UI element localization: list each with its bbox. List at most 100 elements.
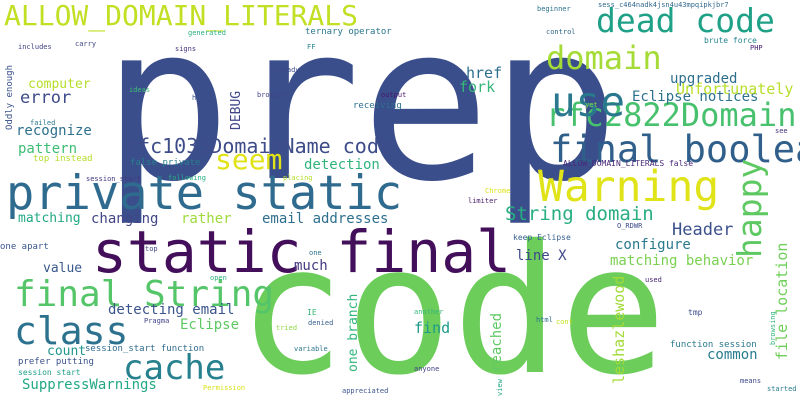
word-beginner: beginner [537, 5, 571, 13]
word-carry: carry [75, 40, 97, 48]
word-matching: matching [18, 211, 81, 226]
word-o-rdwr: O_RDWR [617, 222, 643, 230]
word-yet: yet [585, 101, 598, 109]
word-recognize: recognize [16, 123, 92, 139]
word-value: value [43, 261, 83, 276]
word-prefer-putting: prefer putting [18, 357, 94, 367]
word-changing: changing [91, 211, 159, 227]
word-static-final: static final [92, 218, 512, 286]
word-matching-behavior: matching behavior [610, 253, 754, 269]
word-final-string: final String [14, 274, 275, 315]
word-ff: FF [307, 43, 316, 51]
word-warning: Warning [538, 162, 720, 212]
word-cache: cache [123, 348, 226, 388]
word-generated: generated [188, 29, 226, 37]
word-reached: reached [489, 312, 505, 372]
word-line-x: line X [516, 248, 567, 264]
word-file-location: file location [773, 242, 791, 360]
word-open: open [210, 274, 227, 282]
word-prep: prep [102, 0, 620, 229]
word-upgraded: upgraded [670, 71, 738, 87]
word-tmp: tmp [688, 308, 703, 317]
word-started: started [767, 385, 797, 393]
word-leshazlewood: leshazlewood [610, 275, 628, 384]
word-already: already [270, 66, 300, 74]
word-domain: domain [546, 39, 662, 77]
word-much: much [294, 258, 328, 274]
word-see: see [775, 127, 788, 135]
word-rfc2822domain: rfc2822Domain [546, 96, 797, 134]
word-pattern: pattern [18, 141, 78, 157]
word-email-addresses: email addresses [262, 211, 389, 227]
word-cont: cont [556, 318, 573, 326]
word-top: top [145, 245, 158, 253]
word-control: control [546, 28, 576, 36]
word-detecting-email: detecting email [108, 302, 235, 318]
word-ie: IE [307, 308, 317, 317]
word-includes: includes [18, 43, 52, 51]
word-receiving: receiving [353, 101, 402, 111]
word-allow-domain-literals-false: ALLOW_DOMAIN_LITERALS false [563, 159, 694, 168]
word-ideas: ideas [129, 86, 151, 94]
word-detection: detection [304, 157, 380, 173]
word-session-start-small: session_start [86, 175, 141, 183]
word-find: find [414, 319, 451, 337]
word-signs: signs [175, 45, 197, 53]
word-allow-domain-literals: ALLOW_DOMAIN_LITERALS [4, 0, 359, 32]
word-computer: computer [28, 77, 91, 92]
word-means: means [740, 377, 762, 385]
word-chrome: Chrome [485, 187, 511, 195]
word-limiter: limiter [468, 197, 498, 205]
word-placing: placing [283, 174, 313, 182]
word-suppresswarnings: SuppressWarnings [22, 377, 157, 393]
word-appreciated: appreciated [342, 387, 389, 395]
word-oddly-enough: Oddly enough [5, 64, 15, 130]
word-anyone: anyone [414, 365, 440, 373]
word-common: common [707, 347, 758, 363]
word-top-instead: top instead [33, 154, 93, 164]
word-denied: denied [308, 319, 334, 327]
word-fork: fork [459, 78, 496, 96]
word-browsing: browsing [769, 311, 777, 345]
word-failed: failed [30, 119, 56, 127]
word-used: used [645, 276, 662, 284]
word-brute-force: brute force [704, 36, 757, 45]
word-final-boolean: final boolean [550, 128, 800, 171]
word-debug: DEBUG [229, 90, 244, 130]
word-ternary-operator: ternary operator [305, 27, 392, 37]
word-header: Header [672, 220, 734, 240]
word-class: class [14, 309, 129, 353]
word-output: output [381, 91, 407, 99]
word-use: use [551, 78, 626, 126]
word-dead-code: dead code [596, 1, 775, 40]
word-eclipse-notices: Eclipse notices [632, 89, 759, 105]
word-another: another [414, 308, 444, 316]
word-help: help [192, 94, 209, 102]
word-rfc1035domainname-code: rfc1035DomainName code [126, 134, 391, 158]
word-function-session: function session [670, 340, 757, 350]
word-happy: happy [730, 158, 769, 258]
word-one: one [309, 249, 322, 257]
word-following: following [168, 174, 206, 182]
word-keep-eclipse: keep Eclipse [513, 233, 571, 242]
word-pragma: Pragma [144, 317, 170, 325]
word-view: view [496, 379, 504, 396]
word-html: html [536, 316, 553, 324]
word-permission: Permission [203, 384, 246, 392]
word-error: error [20, 88, 72, 108]
word-browser: browser [257, 91, 287, 99]
word-configure: configure [615, 237, 691, 253]
word-sess-id: sess_c464nadk4jsn4u43mpqipkjbr7 [598, 1, 729, 9]
word-tried: tried [276, 324, 298, 332]
word-session-start-function: session_start function [85, 344, 205, 354]
word-rather: rather [181, 211, 232, 227]
word-unfortunately: Unfortunately [676, 80, 794, 98]
word-variable: variable [294, 345, 328, 353]
word-php: PHP [750, 44, 763, 52]
word-count: count [47, 344, 87, 359]
word-one-apart: one apart [0, 242, 49, 252]
word-href: href [466, 64, 503, 82]
word-seem: seem [215, 143, 283, 176]
word-false-private: false private [130, 158, 201, 168]
